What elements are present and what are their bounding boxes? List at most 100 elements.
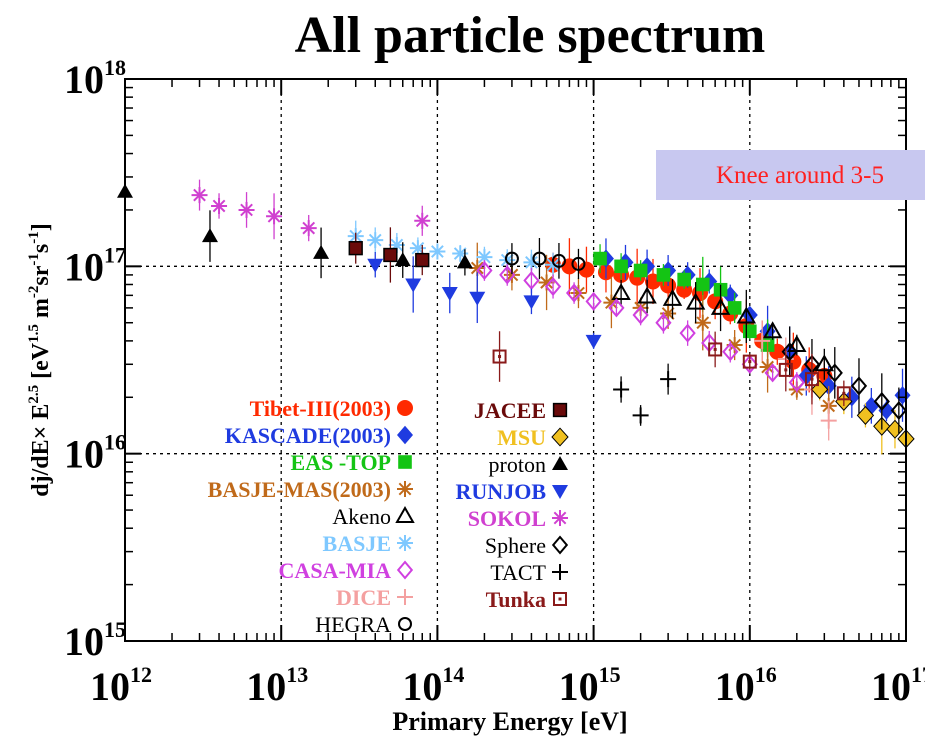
data-point bbox=[741, 354, 758, 374]
legend-label: HEGRA bbox=[315, 612, 391, 637]
legend-marker bbox=[395, 505, 415, 523]
y-label-units-exp1: 1.5 bbox=[26, 324, 42, 343]
legend-label: MSU bbox=[497, 425, 546, 450]
legend-item: BASJE bbox=[323, 531, 413, 556]
data-point bbox=[736, 306, 757, 324]
series-basje bbox=[347, 220, 562, 277]
data-point bbox=[367, 232, 384, 249]
data-point bbox=[764, 363, 781, 383]
data-point bbox=[565, 283, 583, 303]
x-tick-label: 1014 bbox=[402, 662, 464, 709]
x-tick-base: 10 bbox=[90, 664, 130, 709]
x-tick-exp: 14 bbox=[442, 662, 464, 687]
x-tick-label: 1017 bbox=[871, 662, 925, 709]
data-point bbox=[238, 201, 255, 218]
data-point bbox=[710, 297, 731, 315]
y-tick-label: 1018 bbox=[64, 55, 126, 102]
x-tick-label: 1015 bbox=[559, 662, 621, 709]
data-point bbox=[476, 260, 493, 281]
data-point bbox=[743, 324, 757, 339]
data-point bbox=[850, 376, 868, 396]
legend-marker bbox=[397, 425, 413, 445]
data-point bbox=[441, 287, 458, 302]
x-tick-base: 10 bbox=[246, 664, 286, 709]
data-point bbox=[762, 321, 783, 339]
data-point bbox=[856, 405, 875, 425]
y-label-units-sr: sr bbox=[28, 265, 54, 285]
data-point bbox=[804, 372, 819, 387]
chart-title: All particle spectrum bbox=[295, 7, 766, 64]
x-tick-exp: 16 bbox=[755, 662, 777, 687]
legend-item: RUNJOB bbox=[456, 479, 568, 504]
legend-item: HEGRA bbox=[315, 612, 412, 637]
legend-marker bbox=[398, 617, 412, 631]
data-point bbox=[633, 263, 648, 278]
data-point bbox=[662, 288, 683, 306]
data-point bbox=[456, 254, 473, 269]
data-point bbox=[313, 244, 330, 259]
legend-marker bbox=[397, 481, 413, 497]
data-point bbox=[727, 301, 742, 315]
y-label-prefix: dj/dE bbox=[28, 439, 54, 496]
data-point bbox=[685, 292, 706, 310]
data-point bbox=[788, 372, 805, 392]
y-label-units-s: s bbox=[28, 244, 54, 253]
series-jacee bbox=[348, 227, 430, 283]
y-label-units-close: ] bbox=[28, 223, 54, 231]
x-tick-exp: 15 bbox=[599, 662, 621, 687]
data-point bbox=[778, 362, 793, 377]
data-point bbox=[836, 386, 851, 401]
legend-label: Tunka bbox=[486, 587, 546, 612]
data-point bbox=[820, 412, 837, 429]
y-tick-exp: 16 bbox=[104, 430, 126, 455]
data-point bbox=[544, 277, 562, 297]
y-label-e: E bbox=[28, 404, 54, 426]
data-point bbox=[878, 401, 895, 420]
legend: Tibet-III(2003)KASCADE(2003)EAS -TOPBASJ… bbox=[208, 396, 569, 637]
x-tick-label: 1016 bbox=[715, 662, 777, 709]
data-point bbox=[523, 254, 540, 271]
data-point bbox=[894, 386, 911, 405]
x-tick-label: 1012 bbox=[90, 662, 152, 709]
legend-item: proton bbox=[489, 452, 568, 477]
legend-item: JACEE bbox=[474, 398, 568, 423]
legend-label: TACT bbox=[490, 560, 546, 585]
y-tick-base: 10 bbox=[64, 57, 104, 102]
data-point bbox=[415, 252, 430, 268]
legend-label: Sphere bbox=[485, 533, 546, 558]
legend-item: DICE bbox=[336, 585, 413, 610]
y-label-units-exp3: -1 bbox=[26, 253, 42, 266]
data-point bbox=[523, 270, 540, 291]
legend-item: MSU bbox=[497, 425, 569, 450]
y-axis-label: dj/dE× E2.5 [eV1.5 m-2sr-1s-1] bbox=[26, 223, 54, 496]
data-point bbox=[890, 400, 907, 421]
y-label-times: × bbox=[28, 426, 54, 440]
x-tick-base: 10 bbox=[715, 664, 755, 709]
data-point bbox=[532, 251, 547, 266]
y-tick-base: 10 bbox=[64, 244, 104, 289]
y-tick-label: 1015 bbox=[64, 617, 126, 664]
legend-marker bbox=[552, 564, 568, 580]
data-point bbox=[754, 332, 771, 349]
legend-marker bbox=[551, 535, 569, 555]
legend-marker bbox=[552, 456, 568, 470]
knee-annotation-box bbox=[656, 150, 925, 200]
legend-label: SOKOL bbox=[468, 506, 546, 531]
data-series bbox=[117, 179, 915, 455]
x-tick-base: 10 bbox=[871, 664, 911, 709]
y-tick-base: 10 bbox=[64, 619, 104, 664]
series-sokol bbox=[191, 179, 431, 242]
legend-item: Tunka bbox=[486, 587, 567, 612]
legend-marker bbox=[397, 400, 413, 416]
knee-annotation: Knee around 3-5 bbox=[656, 150, 925, 200]
legend-marker bbox=[553, 592, 567, 606]
legend-label: proton bbox=[489, 452, 546, 477]
data-point bbox=[348, 241, 363, 256]
y-label-units-exp2: -2 bbox=[26, 286, 42, 299]
y-tick-label: 1016 bbox=[64, 430, 126, 477]
data-point bbox=[742, 354, 757, 369]
legend-marker bbox=[397, 535, 413, 551]
data-point bbox=[394, 252, 411, 267]
legend-label: RUNJOB bbox=[456, 479, 547, 504]
series-akeno bbox=[611, 279, 835, 380]
